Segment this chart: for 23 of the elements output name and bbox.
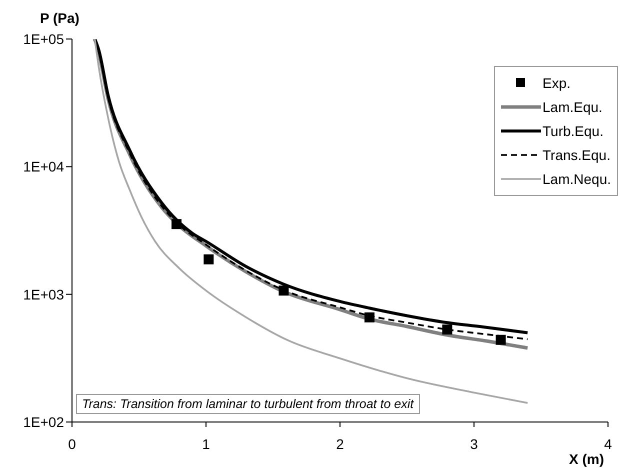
legend-label: Exp. (542, 75, 571, 91)
y-tick-label: 1E+03 (23, 286, 64, 302)
legend-label: Lam.Equ. (542, 99, 602, 115)
x-axis-title: X (m) (569, 451, 604, 467)
x-tick-label: 3 (470, 436, 478, 452)
legend-label: Turb.Equ. (542, 123, 604, 139)
x-tick-label: 1 (202, 436, 210, 452)
point (278, 286, 289, 296)
y-tick-label: 1E+05 (23, 30, 64, 47)
point (172, 219, 182, 230)
x-tick-label: 2 (336, 436, 344, 452)
x-tick-label: 0 (68, 436, 76, 452)
point (204, 254, 214, 264)
x-tick-label: 4 (604, 436, 612, 452)
point (442, 324, 452, 335)
y-tick-label: 1E+02 (23, 414, 64, 430)
y-tick-label: 1E+04 (23, 158, 64, 175)
point (364, 312, 374, 322)
legend-label: Lam.Nequ. (542, 171, 611, 187)
legend-label: Trans.Equ. (542, 147, 610, 163)
y-axis-title: P (Pa) (40, 10, 80, 26)
point (496, 334, 506, 345)
annotation: Trans: Transition from laminar to turbulent from throat to exit (76, 394, 420, 414)
